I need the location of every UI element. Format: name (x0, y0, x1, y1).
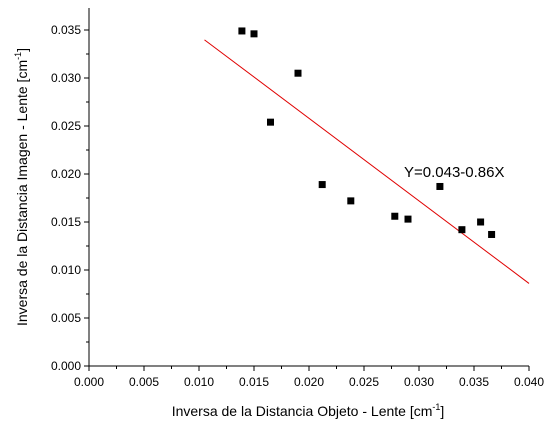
x-tick-label: 0.035 (459, 375, 489, 389)
data-point (318, 181, 326, 189)
y-tick-label: 0.010 (51, 263, 81, 277)
y-tick-label: 0.020 (51, 167, 81, 181)
x-tick-label: 0.040 (514, 375, 544, 389)
data-point (436, 182, 444, 190)
data-point (458, 226, 466, 234)
data-point (488, 230, 496, 238)
data-point (404, 215, 412, 223)
x-tick-label: 0.000 (74, 375, 104, 389)
y-tick-label: 0.025 (51, 119, 81, 133)
data-point (250, 30, 258, 38)
x-axis-title-close: ] (440, 403, 444, 419)
x-tick-label: 0.015 (239, 375, 269, 389)
data-point (391, 212, 399, 220)
y-tick-label: 0.035 (51, 23, 81, 37)
x-tick-label: 0.005 (129, 375, 159, 389)
fit-equation-annotation: Y=0.043-0.86X (404, 164, 505, 181)
y-tick-label: 0.015 (51, 215, 81, 229)
y-axis-title-close: ] (14, 48, 30, 52)
x-axis-title-sup: -1 (432, 402, 440, 412)
fit-line (204, 39, 530, 284)
data-points (238, 27, 496, 238)
x-axis-title: Inversa de la Distancia Objeto - Lente [… (172, 402, 445, 419)
x-axis-title-text: Inversa de la Distancia Objeto - Lente [… (172, 403, 433, 419)
x-tick-label: 0.030 (404, 375, 434, 389)
y-tick-label: 0.030 (51, 71, 81, 85)
data-point (347, 197, 355, 205)
data-point (294, 69, 302, 77)
y-axis-title-sup: -1 (13, 52, 23, 60)
x-tick-label: 0.020 (294, 375, 324, 389)
y-axis-title: Inversa de la Distancia Imagen - Lente [… (13, 48, 30, 326)
data-point (267, 118, 274, 126)
y-axis-title-text: Inversa de la Distancia Imagen - Lente [… (14, 60, 30, 326)
axes (88, 8, 529, 367)
x-ticks: 0.000 0.005 0.010 0.015 0.020 0.025 0.030 0.035… (74, 366, 544, 389)
data-point (477, 218, 485, 226)
y-tick-label: 0.005 (51, 311, 81, 325)
y-ticks: 0.000 0.005 0.010 0.015 0.020 0.025 0.030 0.035 (51, 23, 89, 373)
x-tick-label: 0.025 (349, 375, 379, 389)
y-tick-label: 0.000 (51, 359, 81, 373)
x-tick-label: 0.010 (184, 375, 214, 389)
data-point (238, 27, 246, 35)
